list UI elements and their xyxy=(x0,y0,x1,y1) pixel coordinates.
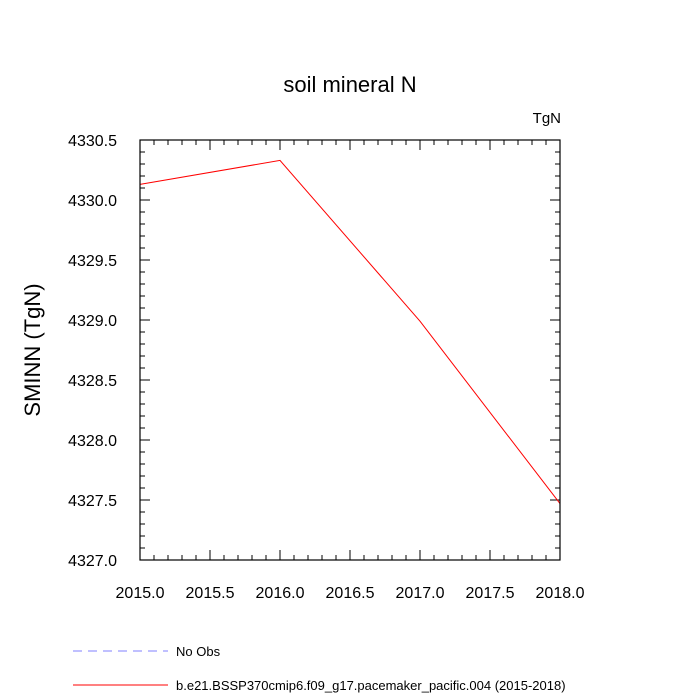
x-tick-label: 2017.5 xyxy=(466,585,515,602)
x-tick-label: 2016.0 xyxy=(256,585,305,602)
y-tick-label: 4327.5 xyxy=(68,493,117,510)
legend-label: No Obs xyxy=(176,644,221,659)
y-tick-label: 4330.0 xyxy=(68,193,117,210)
y-tick-label: 4328.0 xyxy=(68,433,117,450)
x-tick-label: 2017.0 xyxy=(396,585,445,602)
x-tick-label: 2016.5 xyxy=(326,585,375,602)
x-tick-label: 2015.5 xyxy=(186,585,235,602)
chart-title: soil mineral N xyxy=(283,72,416,97)
y-tick-label: 4329.5 xyxy=(68,253,117,270)
y-tick-label: 4329.0 xyxy=(68,313,117,330)
x-tick-label: 2018.0 xyxy=(536,585,585,602)
legend: No Obs b.e21.BSSP370cmip6.f09_g17.pacemak… xyxy=(73,644,566,693)
x-tick-label: 2015.0 xyxy=(116,585,165,602)
legend-label: b.e21.BSSP370cmip6.f09_g17.pacemaker_pac… xyxy=(176,678,566,693)
y-axis-label: SMINN (TgN) xyxy=(20,283,45,416)
axis-tick-labels: 2015.0 2015.5 2016.0 2016.5 2017.0 2017.5 2018… xyxy=(68,133,585,602)
series-lines xyxy=(139,159,561,504)
y-tick-label: 4328.5 xyxy=(68,373,117,390)
axis-ticks xyxy=(139,139,561,561)
series-line xyxy=(139,159,561,504)
units-label: TgN xyxy=(533,110,561,127)
plot-frame xyxy=(139,139,561,561)
y-tick-label: 4327.0 xyxy=(68,553,117,570)
y-tick-label: 4330.5 xyxy=(68,133,117,150)
